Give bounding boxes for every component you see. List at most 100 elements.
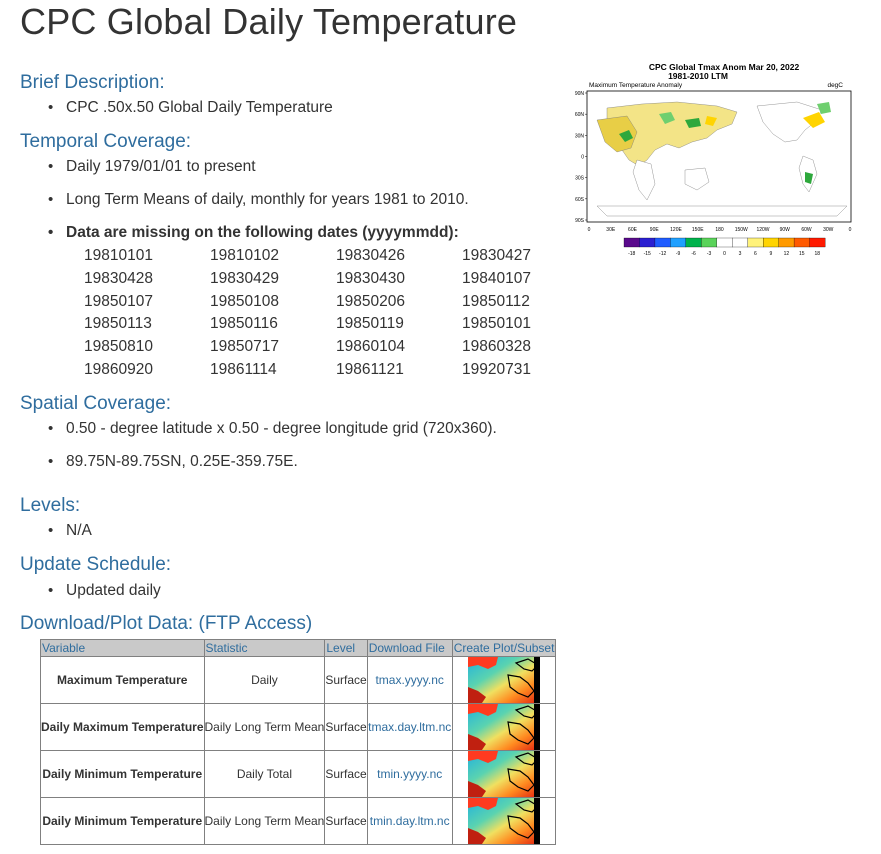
anomaly-map-svg: CPC Global Tmax Anom Mar 20, 2022 1981-2… [575,62,852,257]
colorbar-labels: -18 -15 -12 -9 -6 -3 0 3 6 9 12 15 18 [628,251,820,257]
download-file-cell: tmin.yyyy.nc [366,750,453,798]
lon-label: 90E [650,227,660,233]
download-file-link[interactable]: tmin.day.ltm.nc [369,814,450,828]
missing-date: 19850206 [336,292,405,310]
create-plot-thumbnail[interactable] [468,751,541,797]
variable-cell: Daily Minimum Temperature [40,750,205,798]
missing-date: 19860328 [462,338,531,356]
variable-cell: Maximum Temperature [40,656,205,704]
missing-date: 19850116 [210,315,278,333]
create-plot-cell [451,656,557,704]
lat-label: 30S [575,176,585,182]
create-plot-cell [451,703,557,751]
colorbar-label: -9 [676,251,681,257]
column-header-create-plot: Create Plot/Subset [451,639,557,657]
statistic-cell: Daily [203,656,326,704]
colorbar-label: 15 [799,251,805,257]
lon-label: 150E [692,227,704,233]
download-file-link[interactable]: tmax.yyyy.nc [375,673,444,687]
create-plot-thumbnail[interactable] [468,704,541,750]
colorbar-swatch [639,237,656,248]
colorbar-swatch [793,237,810,248]
missing-date: 19850112 [462,292,530,310]
variable-cell: Daily Minimum Temperature [40,797,205,845]
lat-label: 60S [575,197,585,203]
lon-label: 60W [801,227,812,233]
download-file-cell: tmax.yyyy.nc [366,656,453,704]
download-table: Variable Statistic Level Download File C… [40,639,557,845]
lon-label: 90W [780,227,791,233]
create-plot-thumbnail[interactable] [468,657,541,703]
missing-date: 19830429 [210,269,279,287]
lon-label: 120W [756,227,769,233]
lon-label: 0 [588,227,591,233]
colorbar-label: -6 [691,251,696,257]
column-header-level: Level [324,639,368,657]
create-plot-thumbnail[interactable] [468,798,541,844]
lat-label: 0 [581,155,584,161]
statistic-cell: Daily Long Term Mean [203,703,326,751]
colorbar-swatch [778,237,795,248]
missing-date: 19850113 [84,315,152,333]
lon-label: 120E [670,227,682,233]
missing-date: 19861114 [210,360,277,378]
temporal-coverage-item: Daily 1979/01/01 to present [48,157,256,177]
colorbar-swatch [701,237,718,248]
figure-title: CPC Global Tmax Anom Mar 20, 2022 [649,62,800,72]
missing-date: 19860920 [84,360,153,378]
missing-date: 19920731 [462,360,531,378]
update-schedule-heading: Update Schedule: [20,554,172,575]
colorbar-swatch [654,237,671,248]
colorbar-swatch [670,237,687,248]
missing-date: 19850101 [462,315,531,333]
colorbar-swatch [685,237,702,248]
missing-date: 19830426 [336,247,405,264]
temperature-anomaly-map[interactable]: CPC Global Tmax Anom Mar 20, 2022 1981-2… [567,60,853,265]
table-row: Maximum Temperature Daily Surface tmax.yyyy… [40,656,557,704]
colorbar-label: -3 [707,251,712,257]
missing-date: 19810102 [210,247,279,264]
lat-labels: 90N 60N 30N 0 30S 60S 90S [575,91,587,224]
missing-date: 19840107 [462,269,531,287]
level-cell: Surface [324,656,368,704]
download-file-cell: tmin.day.ltm.nc [366,797,453,845]
download-file-cell: tmax.day.ltm.nc [366,703,453,751]
lon-label: 60E [628,227,638,233]
variable-cell: Daily Maximum Temperature [40,703,205,751]
colorbar-label: -18 [628,251,635,257]
statistic-cell: Daily Long Term Mean [203,797,326,845]
table-header-row: Variable Statistic Level Download File C… [40,639,557,657]
spatial-coverage-item: 0.50 - degree latitude x 0.50 - degree l… [48,419,497,439]
colorbar-swatch [732,237,749,248]
missing-date: 19850119 [336,315,404,333]
colorbar-swatch [747,237,764,248]
levels-heading: Levels: [20,495,81,516]
column-header-variable: Variable [40,639,205,657]
table-row: Daily Minimum Temperature Daily Long Term… [40,797,557,845]
colorbar-label: 3 [739,251,742,257]
colorbar-swatch [623,237,640,248]
spatial-coverage-heading: Spatial Coverage: [20,393,172,414]
level-cell: Surface [324,703,368,751]
lon-label: 30W [823,227,834,233]
page-title: CPC Global Daily Temperature [20,1,518,42]
missing-date: 19861121 [336,360,404,378]
missing-date: 19850107 [84,292,153,310]
lon-label: 180 [715,227,724,233]
lat-label: 30N [575,133,585,139]
create-plot-cell [451,750,557,798]
download-file-link[interactable]: tmax.day.ltm.nc [368,720,452,734]
figure-units: degC [827,82,843,89]
brief-description-heading: Brief Description: [20,72,165,93]
missing-date: 19850810 [84,338,153,356]
missing-dates-grid: 19810101 19810102 19830426 19830427 19830428… [84,245,554,382]
missing-date: 19830428 [84,269,153,287]
download-heading: Download/Plot Data: (FTP Access) [20,613,312,635]
lat-label: 90S [575,218,585,224]
download-file-link[interactable]: tmin.yyyy.nc [377,767,443,781]
levels-item: N/A [48,521,92,541]
colorbar-label: 18 [814,251,820,257]
temporal-coverage-heading: Temporal Coverage: [20,131,192,152]
update-schedule-item: Updated daily [48,581,161,601]
download-heading-text: Download/Plot Data: (FTP Access) [20,613,313,634]
